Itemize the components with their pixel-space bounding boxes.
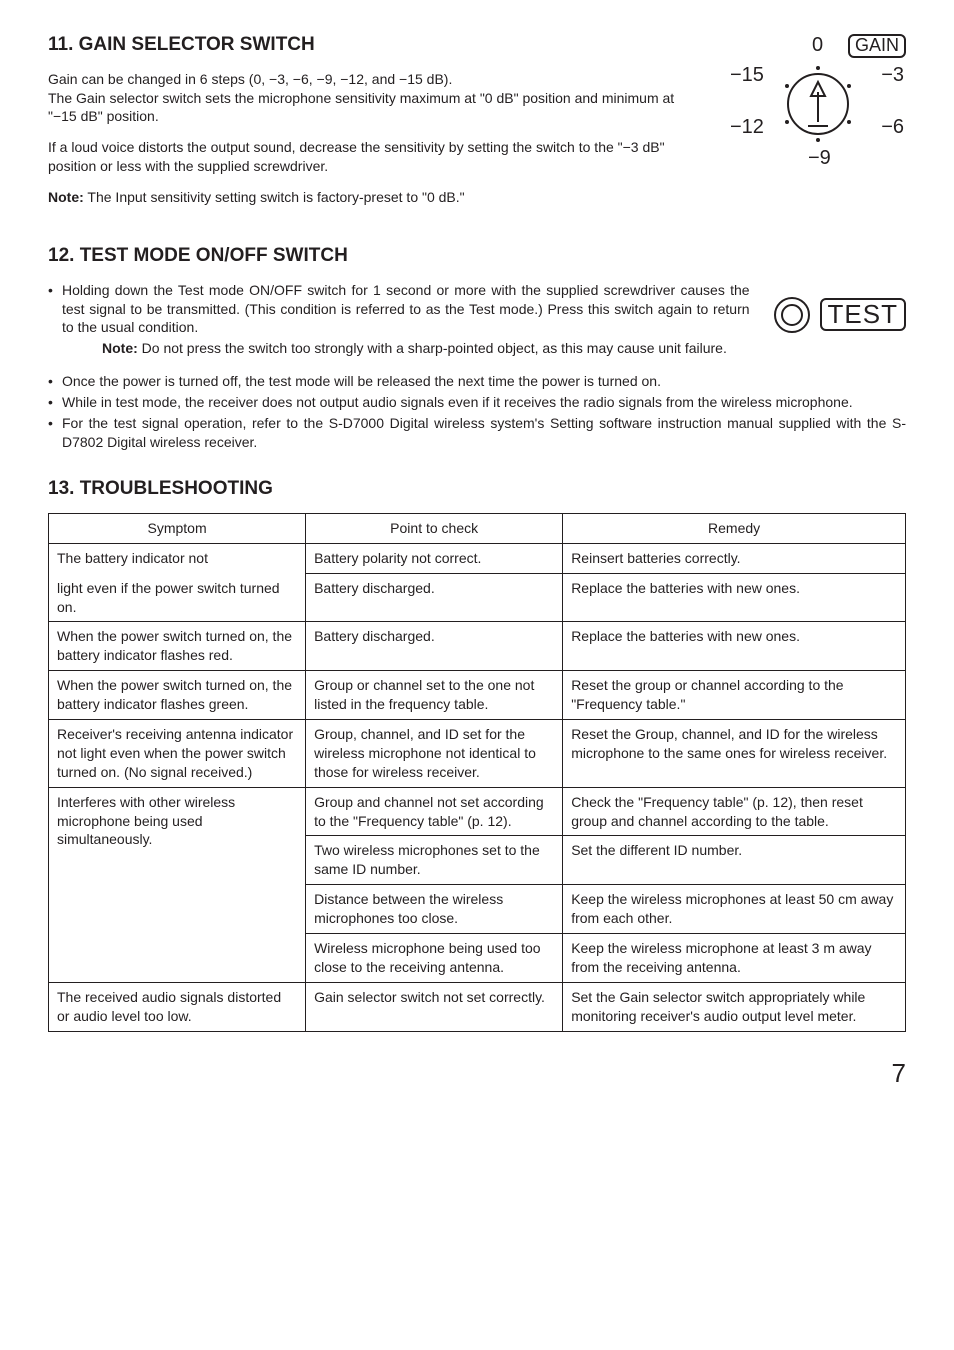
cell-point: Group or channel set to the one not list… [306,671,563,720]
cell-point: Gain selector switch not set correctly. [306,982,563,1031]
section-test: 12. TEST MODE ON/OFF SWITCH • Holding do… [48,243,906,452]
cell-symptom: The received audio signals distorted or … [49,982,306,1031]
test-full-bullet-2: • While in test mode, the receiver does … [48,393,906,412]
cell-point: Battery discharged. [306,574,563,622]
cell-remedy: Set the Gain selector switch appropriate… [563,982,906,1031]
test-heading: 12. TEST MODE ON/OFF SWITCH [48,243,906,269]
test-bullet-1: • Holding down the Test mode ON/OFF swit… [48,281,750,338]
page-number: 7 [48,1056,906,1091]
cell-symptom: When the power switch turned on, the bat… [49,671,306,720]
test-button-icon [774,297,810,333]
col-point: Point to check [306,514,563,544]
trouble-heading: 13. TROUBLESHOOTING [48,476,906,502]
section-gain: 11. GAIN SELECTOR SWITCH Gain can be cha… [48,32,906,219]
section-troubleshooting: 13. TROUBLESHOOTING Symptom Point to che… [48,476,906,1032]
col-remedy: Remedy [563,514,906,544]
test-full-bullet-3: • For the test signal operation, refer t… [48,414,906,452]
table-row: light even if the power switch turned on… [49,574,906,622]
table-row: Receiver's receiving antenna indicator n… [49,720,906,788]
test-note: Note: Do not press the switch too strong… [48,339,750,358]
cell-point: Wireless microphone being used too close… [306,934,563,983]
table-row: The battery indicator not Battery polari… [49,544,906,574]
test-full-bullet-1: • Once the power is turned off, the test… [48,372,906,391]
cell-remedy: Replace the batteries with new ones. [563,574,906,622]
table-header-row: Symptom Point to check Remedy [49,514,906,544]
table-row: When the power switch turned on, the bat… [49,622,906,671]
gain-dial-diagram: GAIN 0 −3 −6 −9 −12 −15 [726,32,906,172]
cell-point: Group, channel, and ID set for the wirel… [306,720,563,788]
cell-symptom: Receiver's receiving antenna indicator n… [49,720,306,788]
cell-remedy: Reset the group or channel according to … [563,671,906,720]
test-note-label: Note: [102,340,138,356]
cell-remedy: Keep the wireless microphones at least 5… [563,885,906,934]
bullet-dot-icon: • [48,281,62,338]
cell-symptom: The battery indicator not [49,544,306,574]
cell-point: Group and channel not set according to t… [306,787,563,836]
table-row: The received audio signals distorted or … [49,982,906,1031]
col-symptom: Symptom [49,514,306,544]
cell-point: Distance between the wireless microphone… [306,885,563,934]
cell-remedy: Keep the wireless microphone at least 3 … [563,934,906,983]
gain-para2: If a loud voice distorts the output soun… [48,138,702,176]
table-row: Interferes with other wireless microphon… [49,787,906,836]
troubleshooting-table: Symptom Point to check Remedy The batter… [48,513,906,1031]
gain-dial-icon [726,32,906,172]
cell-point: Two wireless microphones set to the same… [306,836,563,885]
gain-note-text: The Input sensitivity setting switch is … [84,189,465,205]
test-box-label: TEST [820,298,906,331]
cell-remedy: Reset the Group, channel, and ID for the… [563,720,906,788]
cell-symptom: light even if the power switch turned on… [49,574,306,622]
cell-symptom: Interferes with other wireless microphon… [49,787,306,982]
cell-remedy: Reinsert batteries correctly. [563,544,906,574]
gain-para1: Gain can be changed in 6 steps (0, −3, −… [48,70,702,127]
table-row: When the power switch turned on, the bat… [49,671,906,720]
cell-remedy: Set the different ID number. [563,836,906,885]
gain-note: Note: The Input sensitivity setting swit… [48,188,702,207]
cell-remedy: Replace the batteries with new ones. [563,622,906,671]
bullet-dot-icon: • [48,414,62,452]
cell-point: Battery discharged. [306,622,563,671]
bullet-dot-icon: • [48,372,62,391]
cell-point: Battery polarity not correct. [306,544,563,574]
test-diagram: TEST [774,297,906,333]
cell-symptom: When the power switch turned on, the bat… [49,622,306,671]
gain-note-label: Note: [48,189,84,205]
test-note-text: Do not press the switch too strongly wit… [138,340,727,356]
gain-heading: 11. GAIN SELECTOR SWITCH [48,32,702,58]
bullet-dot-icon: • [48,393,62,412]
cell-remedy: Check the "Frequency table" (p. 12), the… [563,787,906,836]
